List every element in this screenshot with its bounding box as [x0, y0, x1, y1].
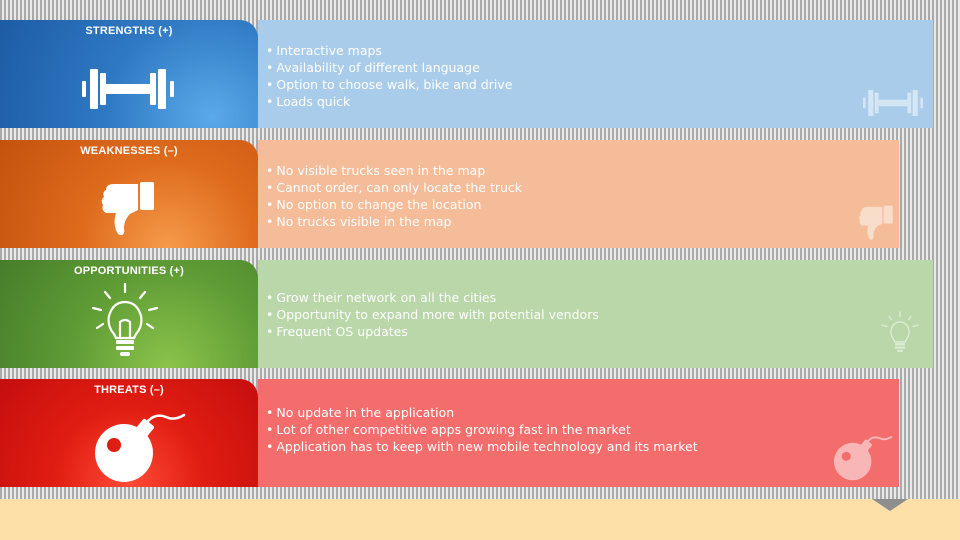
list-item: Interactive maps [266, 42, 512, 59]
footer-notch [872, 499, 908, 511]
threats-content-panel: No update in the application Lot of othe… [258, 379, 899, 487]
weaknesses-header-panel: WEAKNESSES (–) [0, 140, 258, 248]
weaknesses-section: WEAKNESSES (–) No visible trucks seen in… [0, 140, 899, 248]
lightbulb-icon [89, 282, 161, 358]
list-item: Availability of different language [266, 59, 512, 76]
list-item: Application has to keep with new mobile … [266, 438, 698, 455]
thumbs-down-watermark-icon [858, 204, 894, 242]
strengths-content-panel: Interactive maps Availability of differe… [258, 20, 933, 128]
bomb-watermark-icon [832, 433, 894, 481]
list-item: Loads quick [266, 93, 512, 110]
weaknesses-list: No visible trucks seen in the map Cannot… [266, 162, 522, 230]
footer-bar [0, 499, 960, 540]
list-item: No visible trucks seen in the map [266, 162, 522, 179]
dumbbell-watermark-icon [863, 88, 923, 118]
list-item: Option to choose walk, bike and drive [266, 76, 512, 93]
opportunities-header-panel: OPPORTUNITIES (+) [0, 260, 258, 368]
opportunities-list: Grow their network on all the cities Opp… [266, 289, 599, 340]
list-item: Grow their network on all the cities [266, 289, 599, 306]
list-item: No trucks visible in the map [266, 213, 522, 230]
bomb-icon [92, 409, 188, 483]
list-item: Cannot order, can only locate the truck [266, 179, 522, 196]
weaknesses-content-panel: No visible trucks seen in the map Cannot… [258, 140, 899, 248]
threats-title: THREATS (–) [0, 384, 258, 396]
list-item: Frequent OS updates [266, 323, 599, 340]
opportunities-section: OPPORTUNITIES (+) Grow their network [0, 260, 933, 368]
threats-header-panel: THREATS (–) [0, 379, 258, 487]
threats-list: No update in the application Lot of othe… [266, 404, 698, 455]
strengths-title: STRENGTHS (+) [0, 25, 258, 37]
strengths-list: Interactive maps Availability of differe… [266, 42, 512, 110]
list-item: No option to change the location [266, 196, 522, 213]
strengths-header-panel: STRENGTHS (+) [0, 20, 258, 128]
threats-section: THREATS (–) No update in the application… [0, 379, 899, 487]
opportunities-content-panel: Grow their network on all the cities Opp… [258, 260, 933, 368]
list-item: Lot of other competitive apps growing fa… [266, 421, 698, 438]
weaknesses-title: WEAKNESSES (–) [0, 145, 258, 157]
list-item: No update in the application [266, 404, 698, 421]
opportunities-title: OPPORTUNITIES (+) [0, 265, 258, 277]
thumbs-down-icon [100, 180, 156, 238]
list-item: Opportunity to expand more with potentia… [266, 306, 599, 323]
strengths-section: STRENGTHS (+) Interactive maps Availabil… [0, 20, 933, 128]
dumbbell-icon [82, 66, 174, 112]
lightbulb-watermark-icon [880, 310, 920, 354]
